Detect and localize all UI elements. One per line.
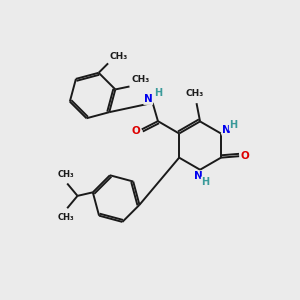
Text: H: H [229, 120, 237, 130]
Text: CH₃: CH₃ [185, 89, 203, 98]
Text: O: O [131, 126, 140, 136]
Text: H: H [201, 177, 209, 187]
Text: CH₃: CH₃ [57, 213, 74, 222]
Text: CH₃: CH₃ [110, 52, 128, 61]
Text: CH₃: CH₃ [132, 75, 150, 84]
Text: N: N [194, 171, 203, 181]
Text: CH₃: CH₃ [57, 170, 74, 179]
Text: N: N [222, 125, 231, 135]
Text: H: H [154, 88, 163, 98]
Text: O: O [240, 151, 249, 161]
Text: N: N [144, 94, 153, 104]
